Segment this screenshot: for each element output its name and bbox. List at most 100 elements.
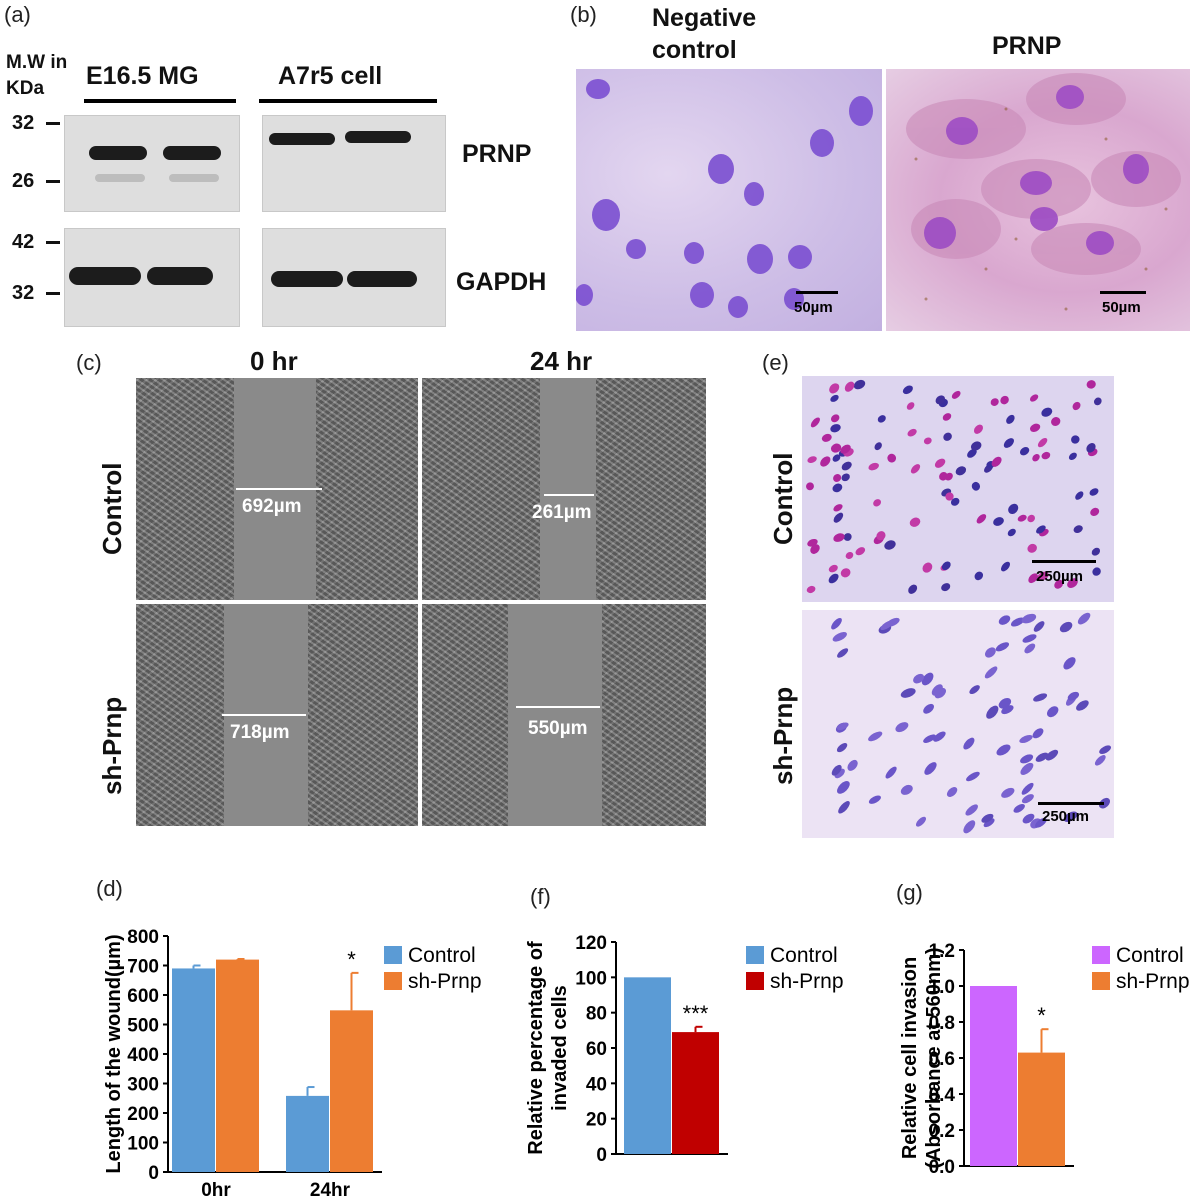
y-tick-label: 1.2 [929,941,955,962]
band [163,146,221,160]
blot-prnp-mg [64,115,240,212]
cell-dot [944,472,953,481]
title-negative-control: Negative control [652,2,756,66]
col-label-24hr: 24 hr [530,346,593,376]
cell-dot [1099,797,1110,809]
cell-dot [828,573,839,584]
cell-dot [876,531,886,541]
mw-marker-42: 42 [12,231,35,253]
cell-dot [831,764,842,776]
y-tick-label: 120 [575,933,607,954]
cell-dot [840,444,851,454]
legend-label: Control [770,944,838,967]
cell-dot [837,781,850,794]
title-negative-line1: Negative [652,4,757,32]
cell-dot [1063,657,1076,670]
cell-dot [984,666,998,679]
bar-sh-prnp-0hr [216,959,259,1172]
y-tick-label: 0.2 [929,1121,955,1142]
micrograph-negative-control: 50µm [576,69,882,331]
mw-tick [46,180,60,183]
cell-dot [1063,811,1078,822]
cell-dot [923,734,936,743]
cell-dot [900,784,913,795]
wound-image-shprnp-0hr: 718µm [136,604,418,826]
cell-dot [921,672,934,686]
cell-dot [974,571,984,581]
cell-dot [887,453,897,463]
cell-dot [884,540,896,550]
y-tick-label: 800 [127,927,159,948]
cell-dot [983,818,995,828]
cell-dot [941,561,951,571]
cell-dot [963,737,975,750]
y-tick-label: 200 [127,1104,159,1125]
mw-tick [46,241,60,244]
measure-sh-24hr: 550µm [528,718,588,739]
cell-dot [830,443,842,453]
cell-dot [1021,613,1037,624]
legend-label: sh-Prnp [770,970,844,993]
cell-dot [1067,691,1080,701]
y-tick-label: 500 [127,1016,159,1037]
cell-dot [829,383,840,394]
cell-dot [1001,705,1014,715]
cell-dot [923,703,934,714]
blot-gapdh-mg [64,228,240,327]
cell-dot [1035,752,1049,762]
cell-dot [895,722,909,733]
y-tick-label: 0 [148,1163,159,1184]
mw-tick [46,292,60,295]
y-tick-label: 400 [127,1045,159,1066]
cell-dot [1000,395,1009,405]
cell-dot [810,544,820,554]
cell-dot [966,771,980,782]
cell-dot [1022,634,1037,643]
cell-dot [973,424,984,434]
cell-dot [900,688,916,698]
y-tick-label: 20 [586,1110,607,1131]
wound-image-control-0hr: 692µm [136,378,418,600]
cell-dot [830,424,841,433]
bar-control-24hr [286,1095,329,1172]
bar-control [624,977,671,1154]
cell-dot [1029,423,1041,432]
cell-dot [886,617,900,627]
significance-mark: * [1037,1003,1046,1028]
y-tick-label: 600 [127,986,159,1007]
cell-dot [1099,745,1112,754]
cell-dot [821,433,832,442]
cell-dot [1028,573,1038,584]
cell-dot [847,759,858,771]
cell-dot [1020,762,1034,775]
measure-line [222,714,306,716]
cell-dot [1089,488,1099,496]
cell-dot [1094,755,1106,766]
legend-label: sh-Prnp [1116,970,1190,993]
row-label-e-control: Control [768,452,798,545]
cell-dot [1037,437,1048,448]
cell-dot [836,722,849,731]
y-tick-label: 100 [575,968,607,989]
cell-dot [834,768,845,779]
cell-dot [830,414,840,423]
cell-dot [1045,749,1059,761]
cell-dot [943,432,952,441]
mw-label: M.W in KDa [6,50,67,102]
mw-marker-26: 26 [12,170,35,192]
y-axis-label: invaded cells [549,985,571,1111]
cell-dot [806,482,814,491]
cell-dot [933,731,946,742]
cell-dot [931,684,943,696]
y-axis-label: (Absorbance at 560nm) [923,947,945,1168]
cell-dot [906,402,915,410]
cell-dot [1075,491,1084,500]
chart-f: 0 20 40 60 80 100 120 *** Relative percentage of… [525,933,844,1166]
cell-dot [923,437,932,445]
cell-dot [976,514,987,524]
row-label-shprnp: sh-Prnp [97,696,127,795]
band [147,267,213,285]
cell-dot [922,562,933,573]
cell-dot [946,786,958,798]
cell-dot [1093,397,1102,406]
